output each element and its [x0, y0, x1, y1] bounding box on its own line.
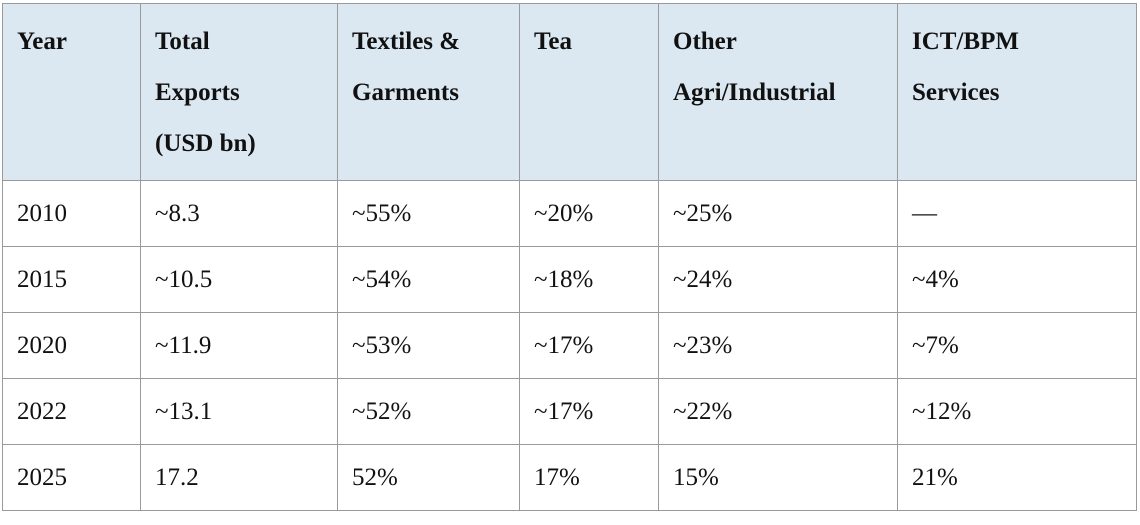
table-row: 2025 17.2 52% 17% 15% 21% [2, 444, 1137, 511]
table-cell: 17.2 [140, 444, 338, 511]
table-cell: 52% [337, 444, 520, 511]
header-text: Textiles & [352, 28, 461, 55]
header-cell: ICT/BPM Services [897, 3, 1137, 181]
table-cell: ~7% [897, 312, 1137, 379]
page: Year Total Exports (USD bn) Textiles & Garmen… [0, 3, 1140, 525]
header-row: Year Total Exports (USD bn) Textiles & Garmen… [2, 3, 1137, 181]
table-cell: 2015 [2, 246, 141, 313]
table-cell: 2020 [2, 312, 141, 379]
header-cell: Other Agri/Industrial [658, 3, 898, 181]
table-row: 2015 ~10.5 ~54% ~18% ~24% ~4% [2, 246, 1137, 313]
table-cell: ~23% [658, 312, 898, 379]
header-text: Year [17, 28, 67, 55]
header-text: Exports [155, 79, 240, 106]
table-cell: 2022 [2, 378, 141, 445]
table-cell: ~10.5 [140, 246, 338, 313]
table-cell: 15% [658, 444, 898, 511]
table-cell: ~18% [519, 246, 659, 313]
header-text: Total [155, 28, 210, 55]
header-cell: Tea [519, 3, 659, 181]
table-cell: ~13.1 [140, 378, 338, 445]
table-cell: ~20% [519, 180, 659, 247]
header-text: (USD bn) [155, 130, 256, 157]
table-cell: ~52% [337, 378, 520, 445]
header-cell: Year [2, 3, 141, 181]
header-text: Tea [534, 28, 572, 55]
table-cell: ~24% [658, 246, 898, 313]
table-cell: ~8.3 [140, 180, 338, 247]
header-text: ICT/BPM [912, 28, 1019, 55]
table-cell: ~12% [897, 378, 1137, 445]
table-row: 2010 ~8.3 ~55% ~20% ~25% — [2, 180, 1137, 247]
header-text: Agri/Industrial [673, 79, 836, 106]
table-body: 2010 ~8.3 ~55% ~20% ~25% —2015 ~10.5 ~54% ~18% ~2… [2, 180, 1137, 511]
header-cell: Textiles & Garments [337, 3, 520, 181]
table-cell: ~4% [897, 246, 1137, 313]
table-cell: ~17% [519, 378, 659, 445]
header-text: Services [912, 79, 1000, 106]
table-cell: 2010 [2, 180, 141, 247]
table-cell: ~17% [519, 312, 659, 379]
table-cell: — [897, 180, 1137, 247]
table-cell: ~55% [337, 180, 520, 247]
table-cell: ~22% [658, 378, 898, 445]
table-cell: ~54% [337, 246, 520, 313]
exports-table: Year Total Exports (USD bn) Textiles & Garmen… [2, 3, 1137, 511]
table-cell: 17% [519, 444, 659, 511]
table-cell: 21% [897, 444, 1137, 511]
table-row: 2020 ~11.9 ~53% ~17% ~23% ~7% [2, 312, 1137, 379]
table-cell: ~11.9 [140, 312, 338, 379]
header-text: Other [673, 28, 737, 55]
table-cell: ~53% [337, 312, 520, 379]
header-text: Garments [352, 79, 459, 106]
table-cell: 2025 [2, 444, 141, 511]
table-row: 2022 ~13.1 ~52% ~17% ~22% ~12% [2, 378, 1137, 445]
header-cell: Total Exports (USD bn) [140, 3, 338, 181]
table-cell: ~25% [658, 180, 898, 247]
